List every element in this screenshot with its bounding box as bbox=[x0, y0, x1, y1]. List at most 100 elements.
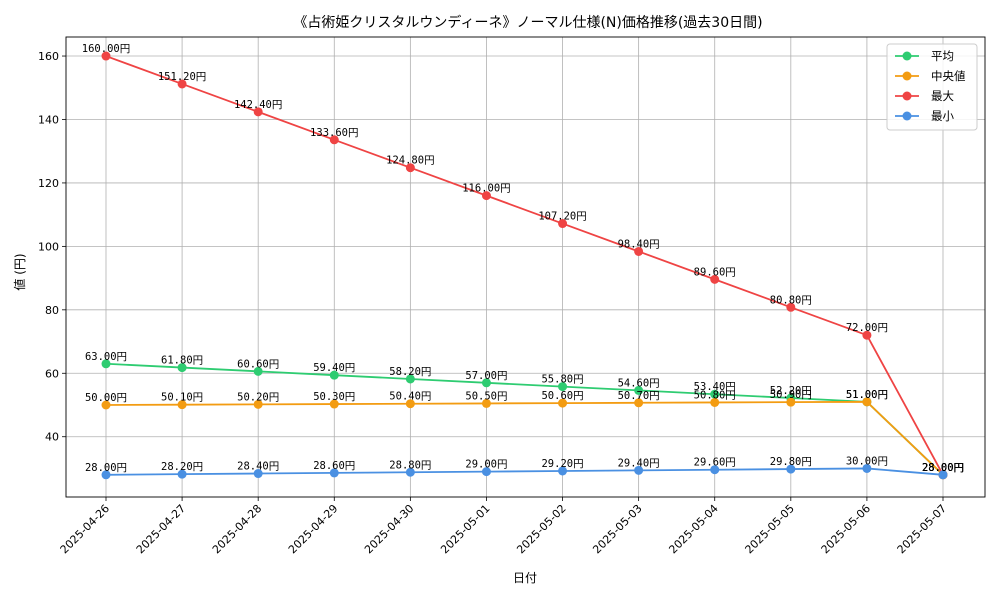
series-line bbox=[105, 362, 944, 476]
data-point bbox=[481, 398, 491, 408]
data-label: 52.20円 bbox=[770, 385, 812, 397]
data-label: 51.00円 bbox=[846, 389, 888, 401]
data-label: 50.90円 bbox=[770, 389, 812, 401]
series-line bbox=[105, 467, 944, 476]
data-point bbox=[634, 465, 644, 475]
data-label: 50.10円 bbox=[161, 392, 203, 404]
y-tick-label: 40 bbox=[45, 431, 59, 444]
legend-item: 中央値 bbox=[895, 69, 966, 83]
data-label: 55.80円 bbox=[541, 374, 583, 386]
data-label: 29.60円 bbox=[694, 457, 736, 469]
data-point bbox=[177, 400, 187, 410]
data-label: 98.40円 bbox=[618, 238, 660, 250]
legend-label: 最大 bbox=[931, 89, 954, 103]
data-label: 29.40円 bbox=[618, 457, 660, 469]
data-label: 57.00円 bbox=[465, 370, 507, 382]
legend-marker bbox=[902, 51, 912, 61]
data-point bbox=[177, 469, 187, 479]
x-tick-label: 2025-05-07 bbox=[895, 502, 949, 556]
data-label: 60.60円 bbox=[237, 358, 279, 370]
legend-marker bbox=[902, 111, 912, 121]
data-label: 50.60円 bbox=[541, 390, 583, 402]
data-point bbox=[405, 467, 415, 477]
data-point bbox=[101, 470, 111, 480]
legend-label: 中央値 bbox=[931, 69, 966, 83]
data-point bbox=[634, 385, 644, 395]
data-label: 50.00円 bbox=[85, 392, 127, 404]
data-point bbox=[710, 389, 720, 399]
data-label: 59.40円 bbox=[313, 362, 355, 374]
data-label: 28.00円 bbox=[922, 462, 964, 474]
x-tick-label: 2025-04-30 bbox=[362, 502, 416, 556]
data-label: 50.30円 bbox=[313, 391, 355, 403]
data-point bbox=[329, 135, 339, 145]
data-point bbox=[558, 398, 568, 408]
data-label: 72.00円 bbox=[846, 322, 888, 334]
data-point bbox=[862, 330, 872, 340]
data-point bbox=[177, 363, 187, 373]
data-label: 29.80円 bbox=[770, 456, 812, 468]
y-tick-label: 120 bbox=[38, 177, 59, 190]
legend-marker bbox=[902, 91, 912, 101]
x-tick-label: 2025-05-06 bbox=[819, 502, 873, 556]
data-point bbox=[101, 400, 111, 410]
y-tick-label: 80 bbox=[45, 304, 59, 317]
data-point bbox=[710, 397, 720, 407]
y-tick-label: 100 bbox=[38, 240, 59, 253]
data-point bbox=[634, 246, 644, 256]
series-1 bbox=[101, 397, 948, 480]
x-tick-label: 2025-04-27 bbox=[134, 502, 188, 556]
data-point bbox=[558, 219, 568, 229]
data-label: 58.20円 bbox=[389, 366, 431, 378]
data-point bbox=[405, 163, 415, 173]
y-tick-label: 160 bbox=[38, 50, 59, 63]
data-label: 51.00円 bbox=[846, 389, 888, 401]
x-tick-label: 2025-05-01 bbox=[438, 502, 492, 556]
data-label: 50.50円 bbox=[465, 390, 507, 402]
data-label: 50.70円 bbox=[618, 390, 660, 402]
x-tick-label: 2025-05-05 bbox=[743, 502, 797, 556]
y-axis-title: 値 (円) bbox=[12, 253, 27, 290]
x-tick-label: 2025-05-03 bbox=[590, 502, 644, 556]
data-point bbox=[786, 397, 796, 407]
series-2 bbox=[101, 51, 948, 480]
data-point bbox=[253, 107, 263, 117]
data-label: 124.80円 bbox=[386, 155, 434, 167]
data-label: 107.20円 bbox=[538, 211, 586, 223]
data-label: 133.60円 bbox=[310, 127, 358, 139]
data-label: 29.20円 bbox=[541, 458, 583, 470]
data-point bbox=[329, 370, 339, 380]
series-line bbox=[105, 400, 944, 476]
data-point bbox=[177, 79, 187, 89]
data-point bbox=[481, 467, 491, 477]
legend-label: 平均 bbox=[931, 49, 954, 63]
x-tick-label: 2025-05-02 bbox=[514, 502, 568, 556]
grid-layer bbox=[66, 37, 985, 497]
data-point bbox=[481, 191, 491, 201]
data-point bbox=[405, 374, 415, 384]
x-tick-label: 2025-05-04 bbox=[666, 502, 720, 556]
axes-layer: 2025-04-26 2025-04-27 2025-04-28 2025-04-29… bbox=[38, 36, 986, 556]
data-label: 63.00円 bbox=[85, 351, 127, 363]
data-label: 28.00円 bbox=[922, 462, 964, 474]
data-point bbox=[786, 464, 796, 474]
data-point bbox=[558, 382, 568, 392]
data-point bbox=[710, 274, 720, 284]
x-axis-title: 日付 bbox=[513, 571, 537, 585]
data-labels-layer: 63.00円 61.80円 60.60円 59.40円 58.20円 57.00円 55.8… bbox=[82, 43, 964, 474]
data-point bbox=[329, 399, 339, 409]
data-label: 80.80円 bbox=[770, 294, 812, 306]
legend-label: 最小 bbox=[931, 109, 954, 123]
data-point bbox=[329, 468, 339, 478]
chart-title: 《占術姫クリスタルウンディーネ》ノーマル仕様(N)価格推移(過去30日間) bbox=[293, 14, 762, 31]
legend-item: 平均 bbox=[895, 49, 954, 63]
data-label: 142.40円 bbox=[234, 99, 282, 111]
data-label: 53.40円 bbox=[694, 381, 736, 393]
x-tick-label: 2025-04-26 bbox=[58, 502, 112, 556]
data-point bbox=[710, 465, 720, 475]
data-point bbox=[253, 469, 263, 479]
data-label: 50.40円 bbox=[389, 391, 431, 403]
